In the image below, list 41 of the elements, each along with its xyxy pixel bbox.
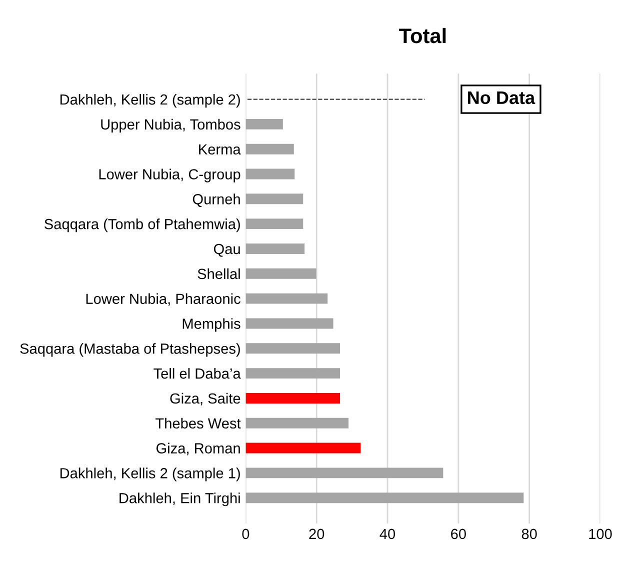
x-tick-label: 40 xyxy=(380,528,396,540)
bar xyxy=(246,442,361,454)
x-tick-label: 0 xyxy=(242,528,250,540)
bar xyxy=(246,392,340,404)
y-tick-label: Lower Nubia, C-group xyxy=(99,168,240,182)
y-tick-label: Giza, Roman xyxy=(156,442,240,456)
bar xyxy=(246,244,305,254)
bar xyxy=(246,418,349,428)
bar xyxy=(246,218,304,230)
x-tick-label: 80 xyxy=(522,528,537,540)
bar xyxy=(246,268,316,279)
chart-title: Total xyxy=(399,28,446,44)
y-tick-label: Shellal xyxy=(198,268,240,280)
y-tick-label: Kerma xyxy=(199,144,241,155)
y-tick-label: Qau xyxy=(214,244,240,257)
x-tick-label: 100 xyxy=(589,528,612,540)
bar xyxy=(246,144,294,154)
ref-line-label: No Data xyxy=(468,92,536,104)
bar xyxy=(246,343,340,354)
bar xyxy=(246,468,444,478)
y-tick-label: Upper Nubia, Tombos xyxy=(101,118,240,132)
y-tick-label: Saqqara (Tomb of Ptahemwia) xyxy=(44,218,240,232)
y-tick-label: Lower Nubia, Pharaonic xyxy=(86,293,240,306)
bar xyxy=(246,118,283,130)
y-tick-label: Dakhleh, Ein Tirghi xyxy=(120,492,240,506)
bar xyxy=(246,194,304,204)
y-tick-label: Giza, Saite xyxy=(170,392,240,406)
y-tick-label: Qurneh xyxy=(192,194,240,207)
y-tick-label: Thebes West xyxy=(156,418,241,429)
x-tick-label: 20 xyxy=(309,528,324,540)
y-tick-label: Dakhleh, Kellis 2 (sample 2) xyxy=(60,94,240,108)
y-tick-label: Saqqara (Mastaba of Ptashepses) xyxy=(20,343,240,357)
bar xyxy=(246,293,328,304)
bar xyxy=(246,168,295,180)
y-tick-label: Tell el Daba’a xyxy=(154,368,241,379)
y-tick-label: Dakhleh, Kellis 2 (sample 1) xyxy=(60,468,240,482)
bar xyxy=(246,318,334,329)
bar xyxy=(246,492,524,504)
bar xyxy=(246,368,340,379)
x-tick-label: 60 xyxy=(451,528,466,540)
y-tick-label: Memphis xyxy=(182,318,240,332)
